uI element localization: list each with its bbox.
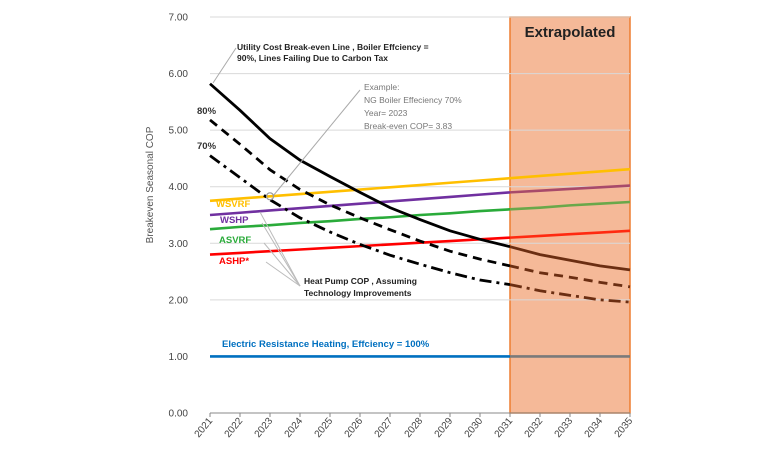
x-tick-label: 2029 <box>433 416 456 440</box>
series-label-electric-resistance: Electric Resistance Heating, Effciency =… <box>222 339 430 350</box>
extrapolated-label: Extrapolated <box>525 24 616 41</box>
x-tick-label: 2031 <box>493 416 516 440</box>
annotation-leader <box>272 89 361 197</box>
y-axis-title: Breakeven Seasonal COP <box>145 126 156 243</box>
series-line-wshp <box>209 191 511 217</box>
x-tick-label: 2032 <box>523 416 546 440</box>
x-tick-label: 2026 <box>343 416 366 440</box>
annotation-leader <box>263 242 301 287</box>
annotation-leader <box>212 47 237 84</box>
x-tick-label: 2034 <box>583 416 606 440</box>
series-label: WSVRF <box>216 199 251 210</box>
y-tick-label: 1.00 <box>169 352 189 363</box>
series-line-extrapolated <box>509 229 631 239</box>
example-point-marker <box>265 192 275 201</box>
series-line-ashp- <box>209 236 511 256</box>
y-tick-label: 4.00 <box>169 182 189 193</box>
series-line-extrapolated <box>509 264 631 289</box>
annotation-example-line: NG Boiler Effeciency 70% <box>364 95 462 105</box>
x-tick-label: 2021 <box>193 416 216 440</box>
series-line-80- <box>209 118 511 268</box>
annotation-leader <box>261 222 301 287</box>
annotation-example-line: Break-even COP= 3.83 <box>364 121 452 131</box>
annotation-heatpump-line: Technology Improvements <box>304 288 412 298</box>
series-line-wsvrf <box>209 176 511 203</box>
x-tick-label: 2022 <box>223 416 246 440</box>
y-tick-label: 6.00 <box>169 69 189 80</box>
series-line-extrapolated <box>509 184 631 194</box>
series-line-90- <box>209 82 511 249</box>
series-line-70- <box>209 154 511 286</box>
series-line-extrapolated <box>509 167 631 180</box>
x-tick-label: 2030 <box>463 416 486 440</box>
series-label: ASHP* <box>219 256 249 267</box>
x-tick-label: 2023 <box>253 416 276 440</box>
extrapolated-region <box>509 16 631 414</box>
annotation-example-line: Example: <box>364 82 399 92</box>
annotation-breakeven-line: 90%, Lines Failing Due to Carbon Tax <box>237 53 388 63</box>
series-label: ASVRF <box>219 235 251 246</box>
series-line-extrapolated <box>509 245 631 272</box>
annotation-leader <box>265 261 301 287</box>
annotation-breakeven-line: Utility Cost Break-even Line , Boiler Ef… <box>237 42 429 52</box>
series-label: WSHP <box>220 215 249 226</box>
x-tick-label: 2024 <box>283 416 306 440</box>
annotation-example-line: Year= 2023 <box>364 108 408 118</box>
annotation-heatpump-line: Heat Pump COP , Assuming <box>304 276 417 286</box>
series-line-extrapolated <box>509 200 631 211</box>
x-tick-label: 2027 <box>373 416 396 440</box>
x-tick-label: 2035 <box>613 416 636 440</box>
y-tick-label: 3.00 <box>169 239 189 250</box>
annotations: WSVRF WSHP ASVRF ASHP* Electric Resistance H… <box>197 42 462 350</box>
label-80-percent: 80% <box>197 106 217 117</box>
y-tick-label: 7.00 <box>169 13 189 24</box>
y-tick-label: 2.00 <box>169 295 189 306</box>
x-tick-label: 2025 <box>313 416 336 440</box>
y-tick-label: 0.00 <box>169 409 189 420</box>
annotation-leader <box>259 211 301 287</box>
x-tick-label: 2028 <box>403 416 426 440</box>
series-lines <box>209 82 631 358</box>
series-line-extrapolated <box>509 283 631 304</box>
x-tick-label: 2033 <box>553 416 576 440</box>
label-70-percent: 70% <box>197 141 217 152</box>
axes <box>209 412 631 417</box>
y-tick-label: 5.00 <box>169 126 189 137</box>
